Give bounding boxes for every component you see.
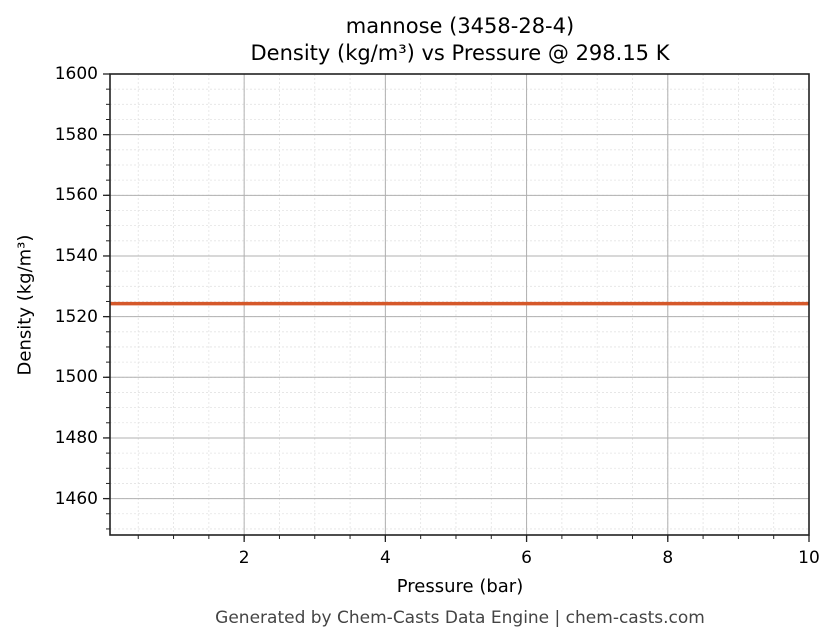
x-tick-label: 4 (379, 548, 391, 568)
x-axis-label: Pressure (bar) (396, 576, 524, 597)
y-tick-label: 1480 (54, 427, 98, 448)
x-tick-label: 6 (521, 548, 532, 568)
y-tick-label: 1540 (54, 245, 98, 266)
footer-credit: Generated by Chem-Casts Data Engine | ch… (215, 608, 705, 628)
x-tick-label: 2 (238, 548, 250, 568)
chart-subtitle: Density (kg/m³) vs Pressure @ 298.15 K (250, 41, 670, 65)
x-tick-label: 8 (662, 548, 674, 568)
y-tick-label: 1500 (54, 367, 98, 388)
y-tick-label: 1600 (54, 64, 98, 84)
x-tick-label: 10 (798, 548, 820, 568)
y-tick-label: 1520 (54, 306, 98, 327)
y-tick-label: 1580 (54, 124, 98, 145)
y-tick-label: 1460 (54, 488, 98, 509)
chart-title: mannose (3458-28-4) (345, 14, 575, 38)
y-tick-label: 1560 (54, 185, 98, 206)
y-axis-label: Density (kg/m³) (14, 234, 36, 376)
axes-frame (109, 73, 810, 536)
